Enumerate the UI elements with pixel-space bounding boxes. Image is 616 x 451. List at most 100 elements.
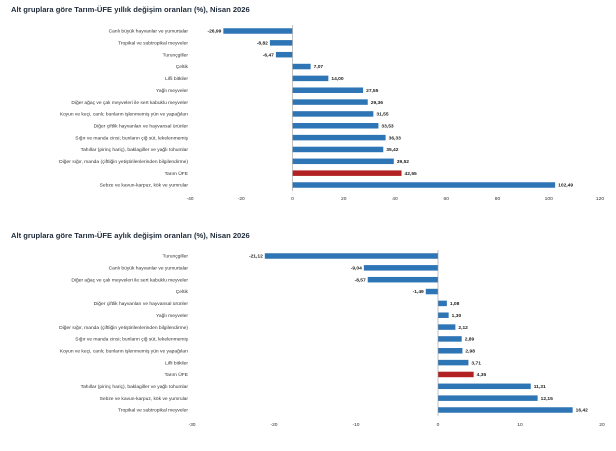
- bar: [275, 51, 293, 58]
- data-label: 33,53: [381, 123, 394, 129]
- category-label: Sığır ve manda cinsi; bunların çiğ süt, …: [75, 337, 188, 343]
- category-label: Diğer ağaç ve çalı meyveleri ile sert ka…: [71, 277, 188, 283]
- x-tick-label: 100: [545, 196, 553, 202]
- x-tick-label: -30: [188, 422, 195, 428]
- data-label: -26,99: [207, 29, 221, 35]
- bar: [292, 134, 386, 141]
- data-label: 36,33: [389, 135, 402, 141]
- chart-title: Alt gruplara göre Tarım-ÜFE aylık değişi…: [11, 231, 250, 240]
- category-label: Lifli bitkiler: [165, 360, 188, 366]
- data-label: 27,55: [366, 88, 379, 94]
- bar: [438, 383, 531, 390]
- data-label: 31,55: [376, 112, 389, 118]
- monthly-change-plot: Turunçgiller -21,12 Canlı büyük hayvanlar …: [59, 250, 605, 428]
- bar: [223, 28, 293, 34]
- x-tick-label: 10: [517, 422, 523, 428]
- x-tick-label: 120: [596, 196, 604, 202]
- bar: [292, 158, 394, 165]
- bar: [438, 395, 538, 401]
- data-label: 39,52: [397, 159, 410, 165]
- category-label: Koyun ve keçi, canlı; bunların işlenmemi…: [60, 112, 188, 118]
- data-label: 16,42: [576, 408, 589, 414]
- data-label: -9,04: [351, 266, 362, 272]
- x-tick-label: -10: [352, 422, 359, 428]
- category-label: Koyun ve keçi, canlı; bunların işlenmemi…: [60, 348, 188, 354]
- category-label: Tropikal ve subtropikal meyveler: [118, 41, 188, 47]
- data-label: 7,07: [314, 64, 324, 70]
- category-label: Yağlı meyveler: [156, 313, 188, 319]
- x-tick-label: -40: [186, 196, 193, 202]
- category-label: Çeltik: [176, 64, 189, 70]
- category-label: Turunçgiller: [163, 254, 189, 260]
- bar: [438, 348, 463, 354]
- annual-change-plot: Canlı büyük hayvanlar ve yumurtalar -26,9…: [59, 25, 604, 202]
- category-label: Sebze ve kavun-karpuz, kök ve yumrular: [100, 396, 189, 402]
- bar: [292, 182, 556, 188]
- bar: [292, 170, 402, 176]
- category-label: Turunçgiller: [163, 52, 189, 58]
- category-label: Canlı büyük hayvanlar ve yumurtalar: [109, 29, 189, 35]
- bar: [438, 407, 573, 413]
- data-label: 29,36: [371, 100, 384, 106]
- x-tick-label: 0: [291, 196, 294, 202]
- data-label: -6,47: [263, 52, 274, 58]
- bar: [438, 336, 462, 342]
- category-label: Tropikal ve subtropikal meyveler: [118, 408, 188, 414]
- category-label: Diğer sığır, manda (çiftliğin yetiştiril…: [59, 159, 188, 165]
- category-label: Sebze ve kavun-karpuz, kök ve yumrular: [100, 183, 189, 189]
- bar: [363, 265, 438, 271]
- bar: [438, 312, 449, 318]
- category-label: Diğer çiftlik hayvanları ve hayvansal ür…: [94, 123, 189, 129]
- bar: [438, 359, 469, 366]
- annual-change-chart: Alt gruplara göre Tarım-ÜFE yıllık değiş…: [0, 0, 616, 215]
- data-label: 4,35: [477, 372, 487, 378]
- bar: [292, 87, 364, 93]
- bar: [264, 253, 438, 259]
- x-tick-label: 80: [495, 196, 501, 202]
- category-label: Sığır ve manda cinsi; bunların çiğ süt, …: [75, 135, 188, 141]
- category-label: Çeltik: [176, 289, 189, 295]
- category-label: Tahıllar (pirinç hariç), baklagiller ve …: [81, 147, 189, 153]
- bar: [269, 40, 293, 46]
- data-label: -8,57: [355, 277, 366, 283]
- data-label: -8,82: [257, 41, 268, 47]
- x-tick-label: 0: [437, 422, 440, 428]
- x-tick-label: -20: [238, 196, 245, 202]
- data-label: 14,00: [331, 76, 344, 82]
- category-label: Lifli bitkiler: [165, 76, 188, 82]
- bar: [292, 63, 311, 70]
- chart-title: Alt gruplara göre Tarım-ÜFE yıllık değiş…: [11, 5, 250, 14]
- category-label: Diğer çiftlik hayvanları ve hayvansal ür…: [94, 301, 189, 307]
- monthly-change-chart: Alt gruplara göre Tarım-ÜFE aylık değişi…: [0, 226, 616, 451]
- data-label: -21,12: [249, 254, 263, 260]
- x-tick-label: 20: [341, 196, 347, 202]
- data-label: 3,71: [471, 360, 481, 366]
- category-label: Tarım ÜFE: [165, 170, 189, 177]
- bar: [292, 146, 384, 153]
- x-tick-label: 60: [444, 196, 450, 202]
- data-label: 102,49: [558, 183, 573, 189]
- data-label: 2,12: [458, 325, 468, 331]
- data-label: 1,08: [450, 301, 460, 307]
- data-label: 1,30: [452, 313, 462, 319]
- bar: [438, 300, 447, 307]
- category-label: Yağlı meyveler: [156, 88, 188, 94]
- category-label: Tahıllar (pirinç hariç), baklagiller ve …: [81, 384, 189, 390]
- bar: [425, 288, 438, 295]
- bar: [292, 75, 329, 82]
- x-tick-label: 40: [392, 196, 398, 202]
- bar: [292, 123, 379, 129]
- category-label: Canlı büyük hayvanlar ve yumurtalar: [109, 266, 189, 272]
- data-label: 11,31: [534, 384, 546, 390]
- category-label: Diğer ağaç ve çalı meyveleri ile sert ka…: [71, 100, 188, 106]
- x-tick-label: 20: [599, 422, 605, 428]
- bar: [292, 99, 368, 105]
- data-label: -1,49: [413, 289, 424, 295]
- data-label: 2,98: [465, 348, 475, 354]
- x-tick-label: -20: [270, 422, 277, 428]
- category-label: Diğer sığır, manda (çiftliğin yetiştiril…: [59, 325, 188, 331]
- data-label: 35,42: [386, 147, 399, 153]
- bar: [438, 371, 474, 378]
- data-label: 12,15: [541, 396, 554, 402]
- bar: [292, 111, 374, 117]
